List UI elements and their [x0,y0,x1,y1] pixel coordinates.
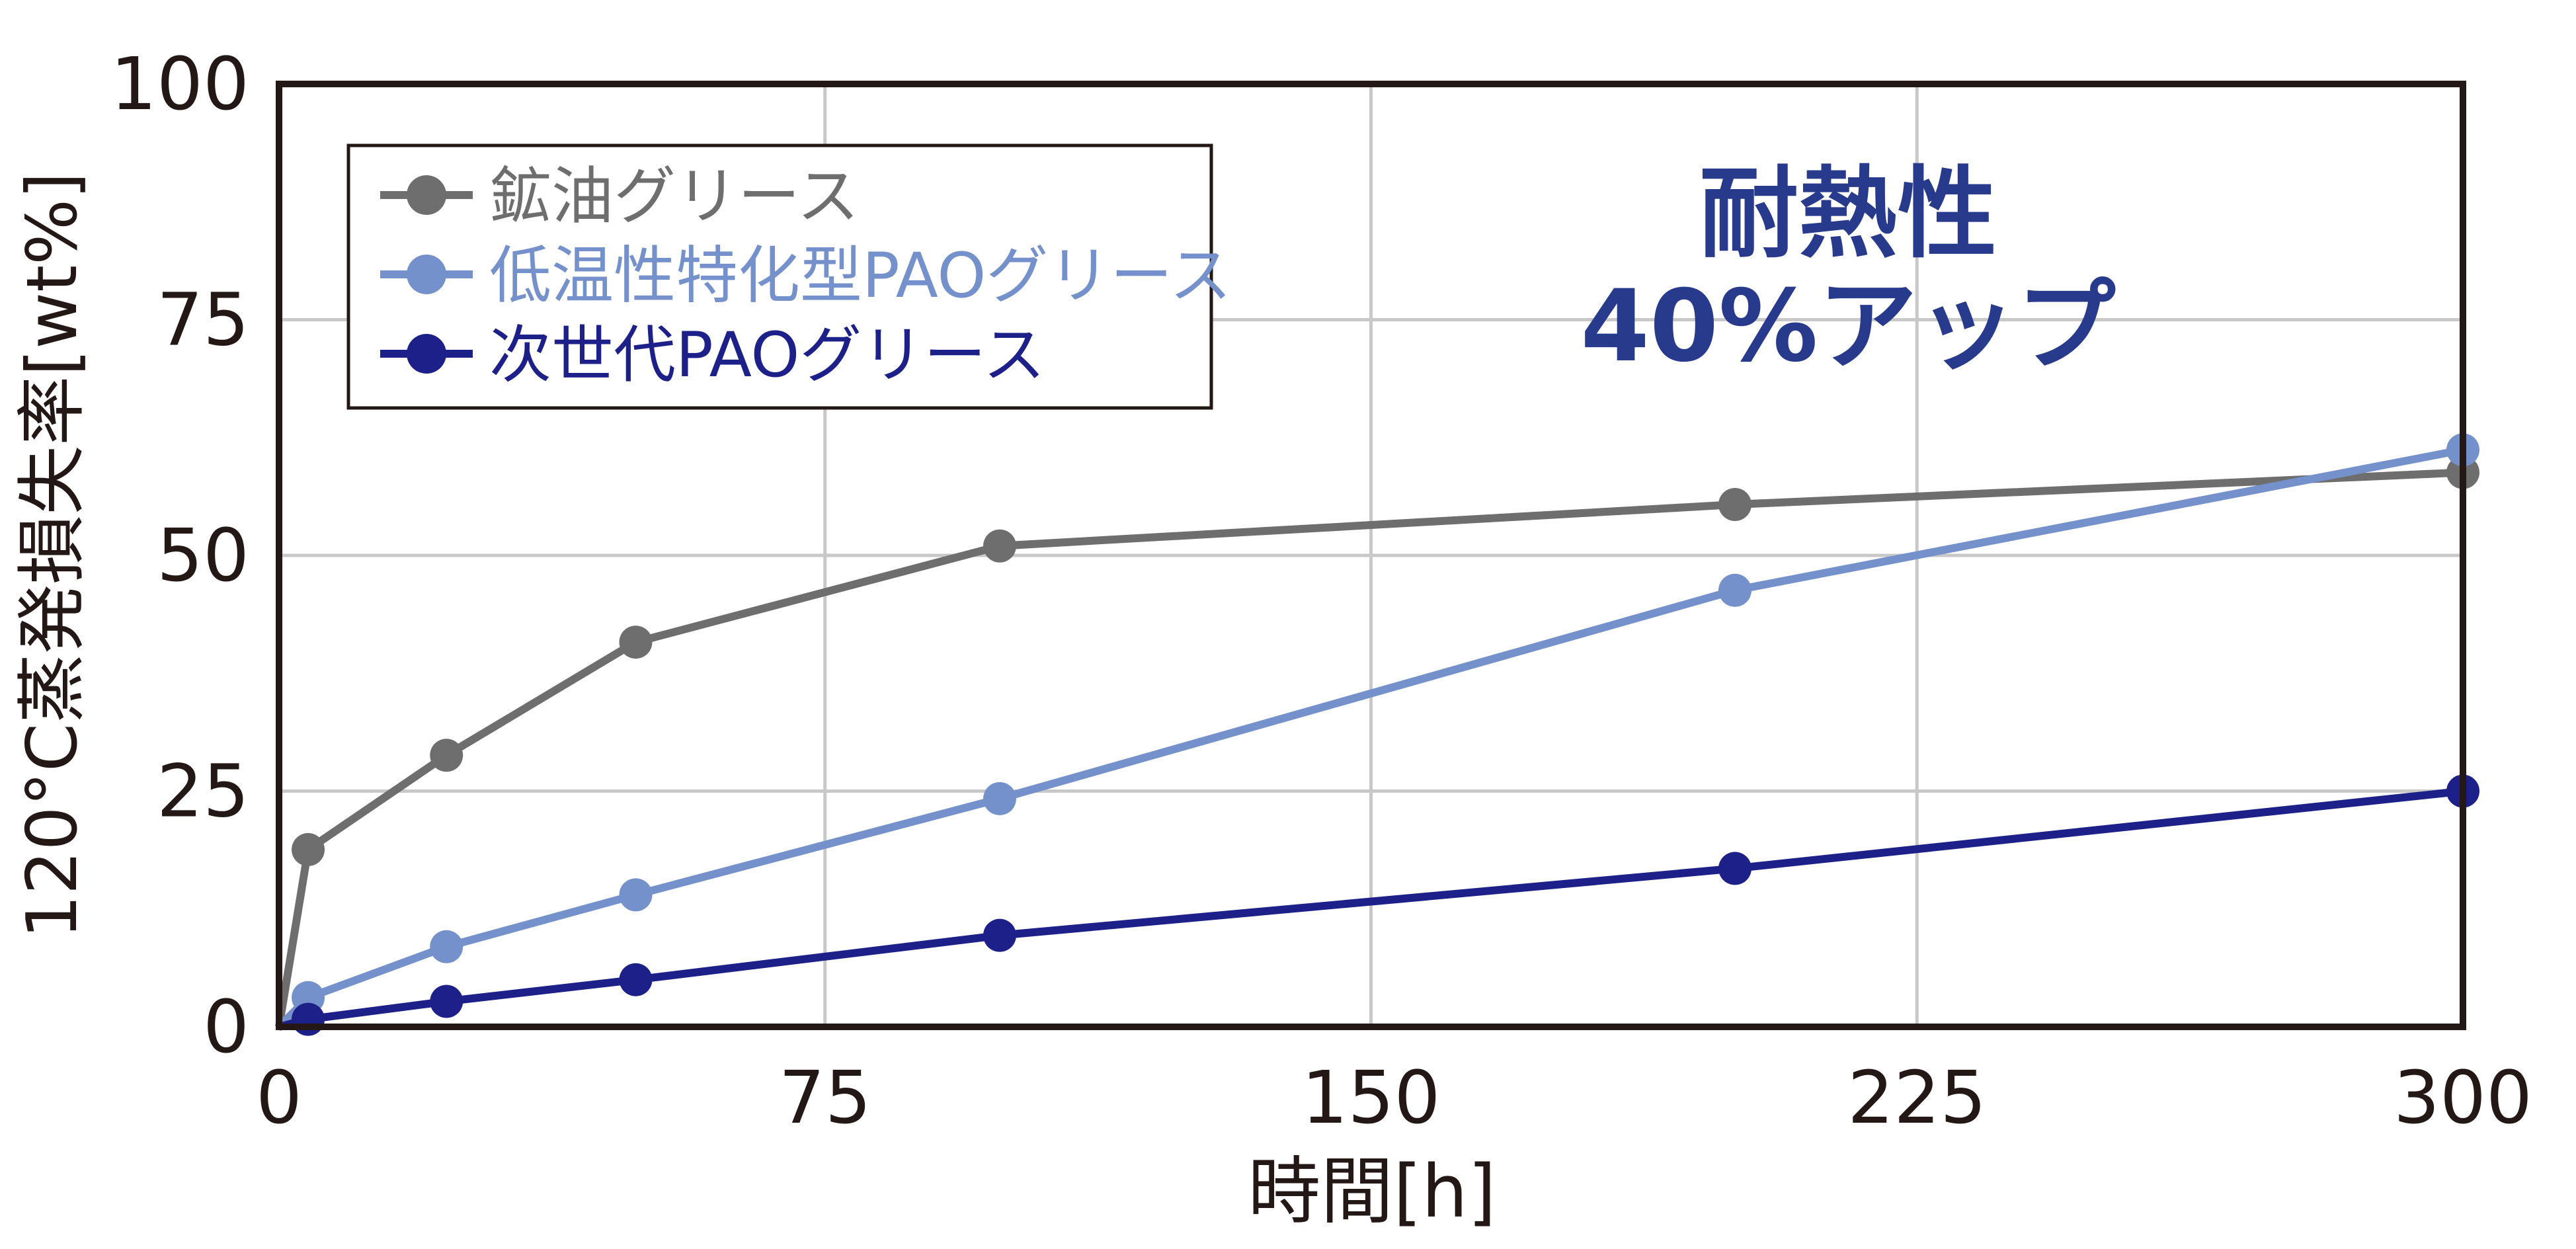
data-point [619,963,653,996]
legend-swatch-marker [407,334,446,374]
y-axis-label: 120°C蒸発損失率[wt%] [12,172,93,939]
data-point [619,625,653,659]
x-tick-label: 300 [2394,1055,2532,1140]
data-point [1718,487,1751,521]
x-tick-label: 150 [1302,1055,1441,1140]
legend-item-2: 低温性特化型PAOグリース [380,240,1232,312]
x-axis-label: 時間[h] [1248,1149,1496,1234]
data-point [430,985,463,1018]
legend-label: 低温性特化型PAOグリース [489,240,1232,312]
legend-swatch-marker [407,255,446,294]
x-tick-label: 225 [1847,1055,1986,1140]
y-tick-label: 100 [110,42,249,126]
annotation: 耐熱性 40%アップ [1580,157,2115,384]
axis-ticks: 0 75 150 225 300 0 25 50 75 100 [110,42,2532,1140]
series-1 [275,456,2479,1027]
x-tick-label: 75 [779,1055,871,1140]
legend-box [346,143,1213,410]
legend-item-3: 次世代PAOグリース [380,319,1045,391]
data-point [619,878,653,912]
data-point [1718,852,1751,885]
data-point [292,832,325,866]
legend-label: 次世代PAOグリース [489,319,1045,391]
y-tick-label: 50 [157,513,249,598]
plot-frame [276,81,2466,1030]
annotation-line-2: 40%アップ [1580,269,2115,384]
series-layer [275,433,2479,1036]
data-point [430,930,463,963]
data-point [983,529,1016,563]
x-tick-label: 0 [256,1055,302,1140]
legend-label: 鉱油グリース [489,161,859,233]
data-point [983,782,1016,815]
legend-item-1: 鉱油グリース [380,161,859,233]
data-point [983,918,1016,952]
data-point [430,739,463,772]
data-point [292,1002,325,1036]
data-point [1718,573,1751,607]
y-tick-label: 75 [157,278,249,362]
legend-swatch-marker [407,175,446,215]
annotation-line-1: 耐熱性 [1699,157,1997,272]
y-tick-label: 25 [157,749,249,834]
series-2 [276,433,2479,1030]
y-tick-label: 0 [203,985,249,1069]
